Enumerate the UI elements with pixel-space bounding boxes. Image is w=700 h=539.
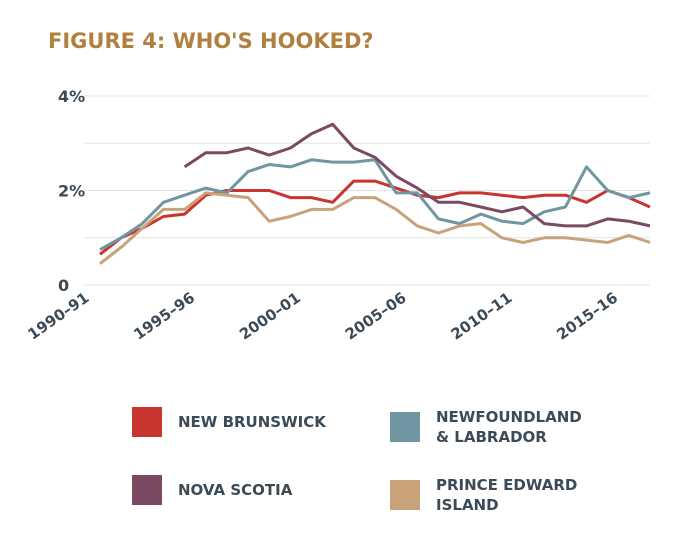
y-tick-label: 4% (58, 87, 85, 106)
y-tick-label: 0 (58, 276, 69, 295)
series-line (99, 191, 651, 265)
legend-swatch (132, 475, 162, 505)
x-tick-label: 2015–16 (553, 289, 621, 344)
x-tick-label: 1990–91 (25, 289, 93, 344)
legend-swatch (390, 412, 420, 442)
legend-label: NOVA SCOTIA (178, 481, 293, 499)
legend-swatch (132, 407, 162, 437)
legend-item: NEWFOUNDLAND & LABRADOR (390, 407, 596, 447)
legend-item: PRINCE EDWARD ISLAND (390, 475, 586, 515)
series-line (99, 158, 651, 251)
series-line (99, 179, 651, 256)
x-tick-label: 1995–96 (130, 289, 198, 344)
legend-label: NEW BRUNSWICK (178, 413, 326, 431)
legend-item: NOVA SCOTIA (132, 475, 348, 505)
series-line (183, 122, 651, 228)
x-tick-label: 2000–01 (236, 289, 304, 344)
x-tick-label: 2005–06 (342, 289, 410, 344)
legend-label: PRINCE EDWARD ISLAND (436, 476, 578, 514)
x-tick-label: 2010–11 (448, 289, 516, 344)
chart-title: FIGURE 4: WHO'S HOOKED? (48, 29, 374, 53)
legend-swatch (390, 480, 420, 510)
y-tick-label: 2% (58, 182, 85, 201)
legend-item: NEW BRUNSWICK (132, 407, 348, 437)
chart: FIGURE 4: WHO'S HOOKED? 0 2% 4% 1990–91 1995… (25, 29, 651, 344)
legend-label: NEWFOUNDLAND & LABRADOR (436, 408, 582, 446)
